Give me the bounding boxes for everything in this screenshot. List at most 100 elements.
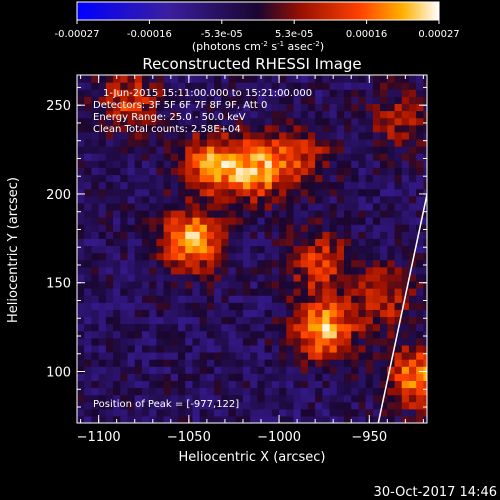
heatmap-cell xyxy=(286,89,295,97)
heatmap-cell xyxy=(149,323,157,332)
heatmap-cell xyxy=(387,138,396,147)
heatmap-cell xyxy=(163,167,172,176)
heatmap-cell xyxy=(394,174,403,183)
heatmap-cell xyxy=(149,252,157,261)
heatmap-cell xyxy=(149,259,157,268)
heatmap-cell xyxy=(322,415,331,423)
heatmap-cell xyxy=(336,89,345,97)
heatmap-cell xyxy=(199,323,208,332)
heatmap-cell xyxy=(372,302,381,310)
heatmap-cell xyxy=(250,209,259,218)
heatmap-cell xyxy=(105,380,114,389)
heatmap-cell xyxy=(228,351,237,360)
heatmap-cell xyxy=(91,359,100,367)
heatmap-cell xyxy=(423,96,427,105)
heatmap-cell xyxy=(84,188,93,197)
heatmap-cell xyxy=(214,238,222,247)
heatmap-cell xyxy=(105,224,114,232)
heatmap-cell xyxy=(416,309,424,318)
heatmap-cell xyxy=(257,259,266,268)
heatmap-cell xyxy=(141,280,150,289)
heatmap-cell xyxy=(322,302,331,310)
heatmap-cell xyxy=(322,160,331,168)
heatmap-cell xyxy=(170,394,179,403)
heatmap-cell xyxy=(279,245,287,254)
heatmap-cell xyxy=(401,387,410,396)
heatmap-cell xyxy=(91,96,100,105)
heatmap-cell xyxy=(214,174,222,183)
heatmap-cell xyxy=(351,380,360,389)
heatmap-cell xyxy=(141,167,150,176)
heatmap-cell xyxy=(127,259,136,268)
heatmap-cell xyxy=(242,238,251,247)
heatmap-cell xyxy=(206,266,215,275)
heatmap-cell xyxy=(271,366,280,374)
heatmap-cell xyxy=(408,209,417,218)
heatmap-cell xyxy=(105,124,114,133)
heatmap-cell xyxy=(242,110,251,119)
heatmap-cell xyxy=(134,110,143,119)
heatmap-cell xyxy=(178,167,186,176)
heatmap-cell xyxy=(98,138,107,147)
heatmap-cell xyxy=(120,195,129,204)
heatmap-cell xyxy=(279,138,287,147)
heatmap-cell xyxy=(293,202,302,211)
heatmap-cell xyxy=(105,266,114,275)
heatmap-cell xyxy=(408,82,417,90)
heatmap-cell xyxy=(185,110,194,119)
heatmap-cell xyxy=(329,337,338,346)
heatmap-cell xyxy=(185,167,194,176)
heatmap-cell xyxy=(120,188,129,197)
heatmap-cell xyxy=(372,309,381,318)
heatmap-cell xyxy=(416,273,424,282)
heatmap-cell xyxy=(271,252,280,261)
heatmap-cell xyxy=(199,252,208,261)
heatmap-cell xyxy=(358,131,367,140)
heatmap-cell xyxy=(214,273,222,282)
heatmap-cell xyxy=(228,188,237,197)
heatmap-cell xyxy=(372,209,381,218)
heatmap-cell xyxy=(77,288,85,296)
heatmap-cell xyxy=(192,259,201,268)
heatmap-cell xyxy=(351,174,360,183)
heatmap-cell xyxy=(221,117,230,126)
heatmap-cell xyxy=(105,117,114,126)
heatmap-cell xyxy=(242,217,251,225)
heatmap-cell xyxy=(315,96,323,105)
heatmap-cell xyxy=(235,316,244,325)
heatmap-cell xyxy=(221,89,230,97)
heatmap-cell xyxy=(163,330,172,339)
heatmap-cell xyxy=(322,231,331,239)
heatmap-cell xyxy=(365,96,374,105)
heatmap-cell xyxy=(113,359,121,367)
heatmap-cell xyxy=(264,344,273,353)
heatmap-cell xyxy=(307,181,316,190)
heatmap-cell xyxy=(264,202,273,211)
heatmap-cell xyxy=(344,316,352,325)
heatmap-cell xyxy=(336,337,345,346)
heatmap-cell xyxy=(322,394,331,403)
heatmap-cell xyxy=(329,195,338,204)
heatmap-cell xyxy=(127,202,136,211)
heatmap-cell xyxy=(329,359,338,367)
heatmap-cell xyxy=(242,209,251,218)
colorbar-tick-label: 0.00016 xyxy=(346,29,387,40)
colorbar: -0.00027 -0.00016 -5.3e-05 5.3e-05 0.00016 0.… xyxy=(55,1,460,53)
heatmap-cell xyxy=(380,238,388,247)
heatmap-cell xyxy=(408,224,417,232)
heatmap-cell xyxy=(307,387,316,396)
heatmap-cell xyxy=(141,89,150,97)
heatmap-cell xyxy=(134,181,143,190)
heatmap-cell xyxy=(250,75,259,83)
heatmap-cell xyxy=(293,295,302,303)
heatmap-cell xyxy=(199,174,208,183)
heatmap-cell xyxy=(199,351,208,360)
heatmap-cell xyxy=(84,337,93,346)
heatmap-cell xyxy=(293,153,302,161)
heatmap-cell xyxy=(365,217,374,225)
heatmap-cell xyxy=(127,302,136,310)
heatmap-cell xyxy=(105,295,114,303)
heatmap-cell xyxy=(192,110,201,119)
heatmap-cell xyxy=(300,394,309,403)
heatmap-cell xyxy=(199,202,208,211)
